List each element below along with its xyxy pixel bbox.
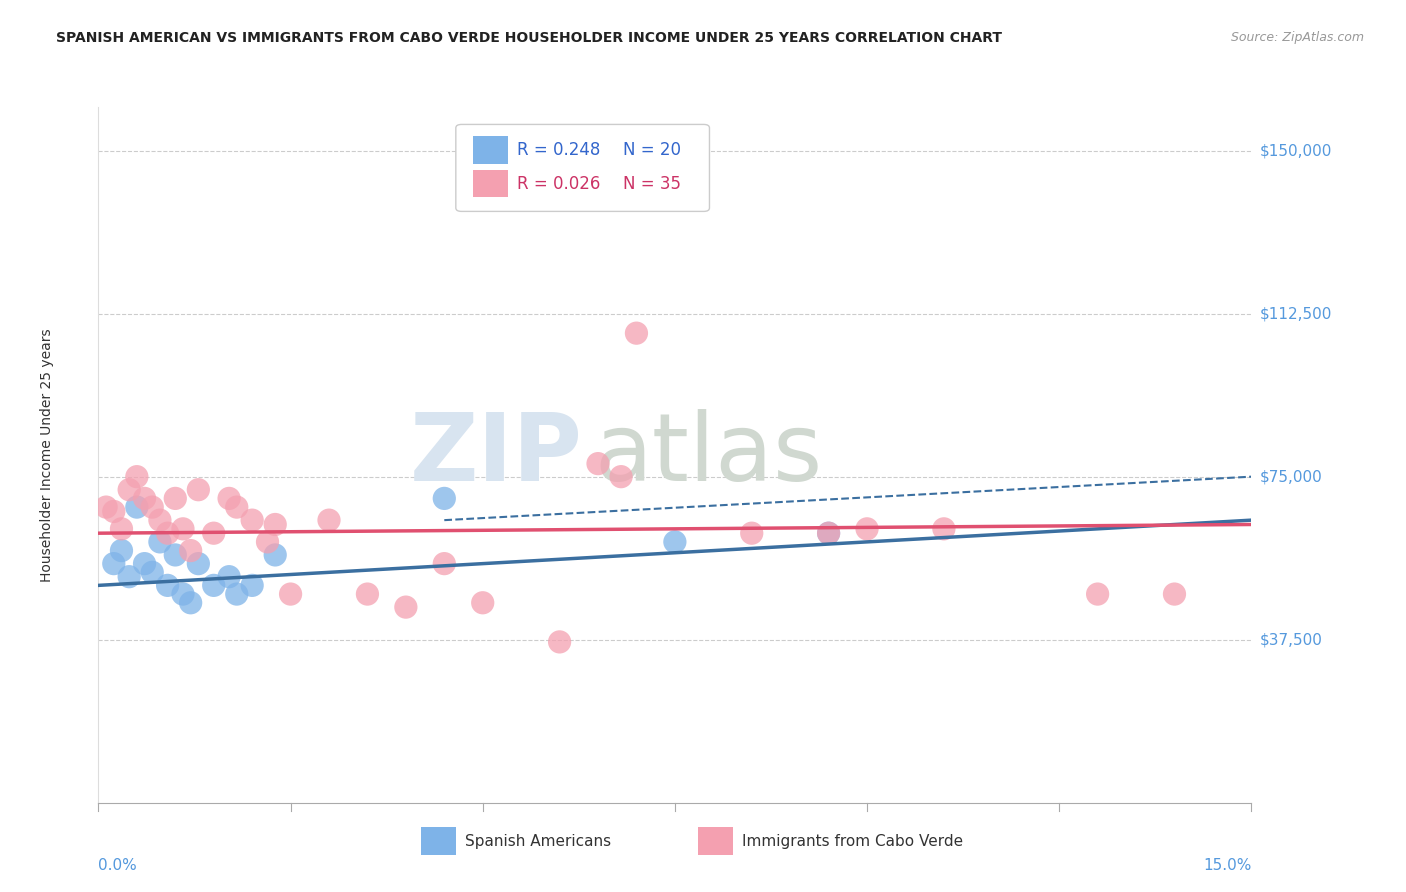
Point [1163,587,1185,601]
Point [664,535,686,549]
Point [149,535,172,549]
Point [141,566,163,580]
Point [187,483,209,497]
Point [817,526,839,541]
Point [610,469,633,483]
Text: R = 0.026: R = 0.026 [517,175,600,193]
Point [103,557,125,571]
Text: $112,500: $112,500 [1260,306,1331,321]
Point [165,548,187,562]
Bar [472,136,508,164]
Point [264,517,287,532]
Point [586,457,609,471]
Point [218,570,240,584]
Point [1087,587,1109,601]
Point [172,522,194,536]
Text: Spanish Americans: Spanish Americans [465,833,612,848]
Bar [422,827,456,855]
Point [548,635,571,649]
FancyBboxPatch shape [456,124,710,211]
Point [218,491,240,506]
Point [202,578,225,592]
Point [817,526,839,541]
Point [110,543,132,558]
Bar [697,827,733,855]
Point [280,587,302,601]
Point [156,578,179,592]
Point [149,513,172,527]
Point [240,513,263,527]
Text: atlas: atlas [595,409,823,501]
Point [395,600,418,615]
Bar [472,169,508,197]
Point [256,535,278,549]
Point [156,526,179,541]
Text: SPANISH AMERICAN VS IMMIGRANTS FROM CABO VERDE HOUSEHOLDER INCOME UNDER 25 YEARS: SPANISH AMERICAN VS IMMIGRANTS FROM CABO… [56,31,1002,45]
Point [134,557,156,571]
Text: $150,000: $150,000 [1260,143,1331,158]
Text: ZIP: ZIP [409,409,582,501]
Point [356,587,378,601]
Point [180,543,202,558]
Point [125,500,148,514]
Text: 0.0%: 0.0% [98,858,138,873]
Point [202,526,225,541]
Text: R = 0.248: R = 0.248 [517,141,600,159]
Point [264,548,287,562]
Point [125,469,148,483]
Point [141,500,163,514]
Point [225,500,247,514]
Point [134,491,156,506]
Text: Householder Income Under 25 years: Householder Income Under 25 years [39,328,53,582]
Point [318,513,340,527]
Point [172,587,194,601]
Point [180,596,202,610]
Text: 15.0%: 15.0% [1204,858,1251,873]
Point [626,326,648,341]
Point [433,491,456,506]
Point [187,557,209,571]
Text: N = 20: N = 20 [623,141,681,159]
Point [932,522,955,536]
Text: $75,000: $75,000 [1260,469,1323,484]
Point [225,587,247,601]
Point [741,526,763,541]
Point [165,491,187,506]
Point [118,483,141,497]
Point [110,522,132,536]
Point [433,557,456,571]
Point [240,578,263,592]
Point [103,504,125,518]
Text: Source: ZipAtlas.com: Source: ZipAtlas.com [1230,31,1364,45]
Text: $37,500: $37,500 [1260,632,1323,648]
Point [856,522,879,536]
Point [471,596,494,610]
Point [94,500,117,514]
Point [118,570,141,584]
Text: Immigrants from Cabo Verde: Immigrants from Cabo Verde [742,833,963,848]
Text: N = 35: N = 35 [623,175,681,193]
